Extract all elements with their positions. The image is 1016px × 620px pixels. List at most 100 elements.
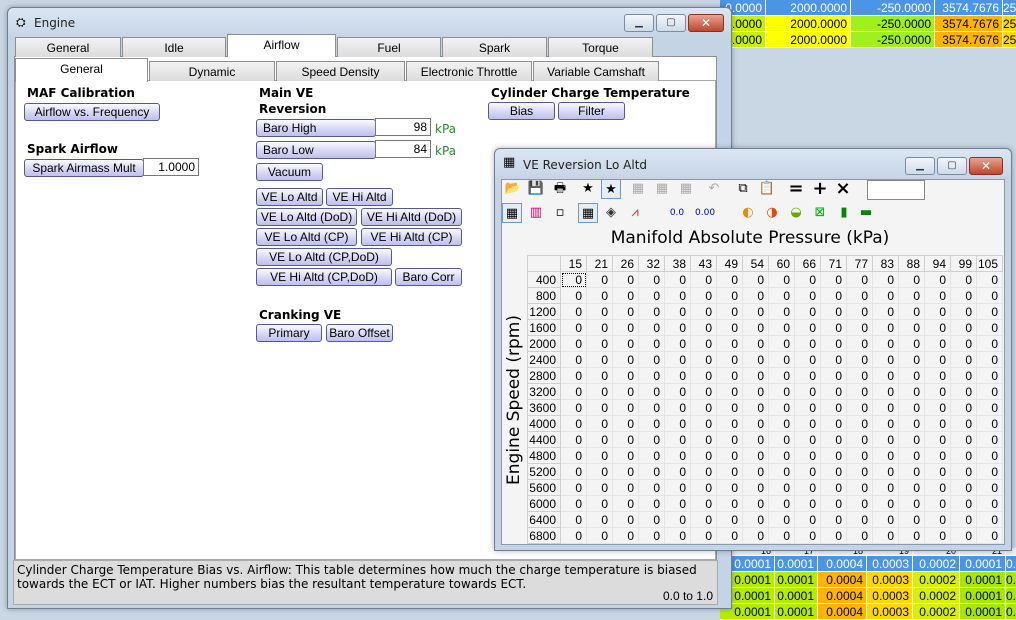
table-cell[interactable]: 0 [612,415,639,432]
table-cell[interactable]: 0 [586,303,613,320]
table-cell[interactable]: 0 [872,527,899,544]
table-cell[interactable]: 0 [976,415,1003,432]
table-cell[interactable]: 0 [950,287,977,304]
table-cell[interactable]: 0 [924,383,951,400]
table-cell[interactable]: 0 [638,527,665,544]
table-cell[interactable]: 0 [976,399,1003,416]
decimal-decrease-icon[interactable]: 0.0 [669,208,685,218]
table-cell[interactable]: 0 [924,463,951,480]
table-cell[interactable]: 0 [690,351,717,368]
table-cell[interactable]: 0 [586,287,613,304]
table-cell[interactable]: 0 [586,415,613,432]
baro-low-button[interactable]: Baro Low [256,141,376,159]
table-cell[interactable]: 0 [612,479,639,496]
spark-airmass-mult-button[interactable]: Spark Airmass Mult [24,159,144,177]
table-cell[interactable]: 0 [872,351,899,368]
table-cell[interactable]: 0 [612,383,639,400]
table-cell[interactable]: 0 [820,447,847,464]
table-cell[interactable]: 0 [690,319,717,336]
table-cell[interactable]: 0 [560,431,587,448]
table-cell[interactable]: 0 [976,351,1003,368]
table-cell[interactable]: 0 [690,383,717,400]
table-cell[interactable]: 0 [742,399,769,416]
table-cell[interactable]: 0 [716,399,743,416]
table-cell[interactable]: 0 [820,431,847,448]
table-cell[interactable]: 0 [612,447,639,464]
table-cell[interactable]: 0 [872,271,899,288]
undo-icon[interactable]: ↶ [708,181,720,196]
baro-offset-button[interactable]: Baro Offset [326,324,393,342]
table-cell[interactable]: 0 [976,463,1003,480]
ve-lo-altd-dod-button[interactable]: VE Lo Altd (DoD) [256,208,357,226]
color-h-icon[interactable]: ▬ [859,205,873,220]
table-cell[interactable]: 0 [924,447,951,464]
table-cell[interactable]: 0 [950,303,977,320]
table-cell[interactable]: 0 [976,479,1003,496]
table-cell[interactable]: 0 [560,527,587,544]
table-cell[interactable]: 0 [768,511,795,528]
table-cell[interactable]: 0 [872,447,899,464]
print-icon[interactable]: 🖶 [553,181,567,196]
table-cell[interactable]: 0 [872,303,899,320]
table-cell[interactable]: 0 [794,271,821,288]
table-cell[interactable]: 0 [664,367,691,384]
table-cell[interactable]: 0 [742,511,769,528]
table-view-icon[interactable]: ▦ [502,203,522,223]
table-cell[interactable]: 0 [690,367,717,384]
table-cell[interactable]: 0 [716,415,743,432]
table-cell[interactable]: 0 [950,527,977,544]
table-cell[interactable]: 0 [664,415,691,432]
table-cell[interactable]: 0 [742,367,769,384]
table-cell[interactable]: 0 [976,367,1003,384]
star-edit-icon[interactable]: ★ [601,179,621,199]
table-cell[interactable]: 0 [898,351,925,368]
table-cell[interactable]: 0 [872,479,899,496]
table-cell[interactable]: 0 [950,447,977,464]
table-cell[interactable]: 0 [716,479,743,496]
table-cell[interactable]: 0 [898,447,925,464]
table-cell[interactable]: 0 [950,415,977,432]
table-cell[interactable]: 0 [768,367,795,384]
table-cell[interactable]: 0 [742,415,769,432]
table-cell[interactable]: 0 [950,383,977,400]
table-cell[interactable]: 0 [976,447,1003,464]
table-cell[interactable]: 0 [664,511,691,528]
table-cell[interactable]: 0 [846,271,873,288]
table-cell[interactable]: 0 [950,319,977,336]
ve-hi-altd-dod-button[interactable]: VE Hi Altd (DoD) [361,208,462,226]
subtab-general[interactable]: General [15,58,148,82]
ve-hi-altd-button[interactable]: VE Hi Altd [326,188,393,206]
table-cell[interactable]: 0 [716,447,743,464]
table-cell[interactable]: 0 [976,303,1003,320]
table-cell[interactable]: 0 [846,303,873,320]
table-cell[interactable]: 0 [846,495,873,512]
table-cell[interactable]: 0 [950,271,977,288]
table-cell[interactable]: 0 [846,415,873,432]
table-cell[interactable]: 0 [820,479,847,496]
table-cell[interactable]: 0 [794,399,821,416]
table-cell[interactable]: 0 [768,399,795,416]
table-cell[interactable]: 0 [612,319,639,336]
graph-icon[interactable]: ⩘ [631,205,639,220]
table-cell[interactable]: 0 [664,495,691,512]
table-cell[interactable]: 0 [612,527,639,544]
table-cell[interactable]: 0 [638,367,665,384]
table-cell[interactable]: 0 [794,431,821,448]
ve-minimize-button[interactable]: ▁ [905,157,935,175]
table-cell[interactable]: 0 [794,463,821,480]
table-cell[interactable]: 0 [950,463,977,480]
spark-airmass-mult-field[interactable]: 1.0000 [143,158,199,176]
table-cell[interactable]: 0 [586,319,613,336]
table-cell[interactable]: 0 [976,335,1003,352]
table-cell[interactable]: 0 [794,367,821,384]
table-cell[interactable]: 0 [716,511,743,528]
table-cell[interactable]: 0 [898,415,925,432]
table-cell[interactable]: 0 [872,399,899,416]
table-cell[interactable]: 0 [716,319,743,336]
table-cell[interactable]: 0 [664,431,691,448]
table-cell[interactable]: 0 [898,367,925,384]
table-cell[interactable]: 0 [716,367,743,384]
table-cell[interactable]: 0 [976,511,1003,528]
table-cell[interactable]: 0 [924,335,951,352]
table-cell[interactable]: 0 [690,303,717,320]
